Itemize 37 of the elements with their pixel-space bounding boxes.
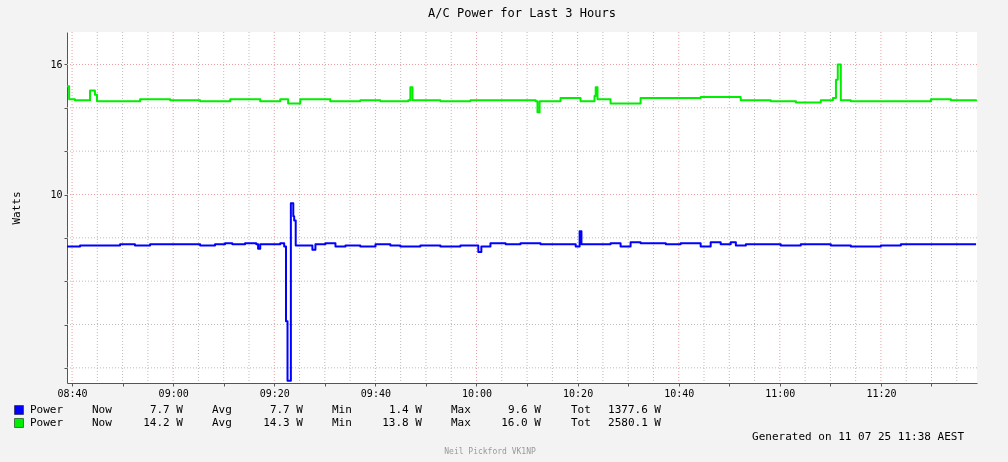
text: 1377.6 W [608, 403, 662, 416]
legend-label: Power [30, 416, 64, 429]
text: 1.4 W [388, 403, 423, 416]
text: Max [451, 416, 472, 429]
y-tick-label: 10 [50, 189, 63, 200]
text: Now [92, 416, 113, 429]
text: Min [332, 403, 352, 416]
text: Generated on 11 07 25 11:38 AEST [752, 430, 965, 443]
text: Neil Pickford VK1NP [444, 447, 536, 456]
text: Max [451, 403, 472, 416]
legend-label: Power [30, 403, 64, 416]
x-tick-label: 11:20 [866, 387, 897, 399]
text: 2580.1 W [608, 416, 662, 429]
x-tick-label: 09:00 [158, 387, 189, 399]
text: Avg [212, 416, 232, 429]
chart-title: A/C Power for Last 3 Hours [428, 5, 616, 20]
text: 14.3 W [263, 416, 304, 429]
text: Avg [212, 403, 232, 416]
x-tick-label: 09:20 [259, 387, 290, 399]
x-tick-label: 11:00 [765, 387, 796, 399]
text: 16.0 W [501, 416, 542, 429]
text: Now [92, 403, 113, 416]
text: Tot [571, 416, 591, 429]
x-tick-label: 09:40 [360, 387, 391, 399]
x-tick-label: 10:40 [664, 387, 695, 399]
text: Min [332, 416, 352, 429]
x-tick-label: 10:00 [461, 387, 493, 399]
x-tick-label: 08:40 [57, 387, 88, 399]
y-tick-label: 16 [50, 59, 63, 70]
text: 13.8 W [382, 416, 423, 429]
text: 7.7 W [269, 403, 304, 416]
text: Tot [571, 403, 591, 416]
text: 9.6 W [507, 403, 542, 416]
x-tick-label: 10:20 [563, 387, 594, 399]
text: 14.2 W [143, 416, 184, 429]
y-axis-title: Watts [10, 191, 24, 225]
text: 7.7 W [149, 403, 184, 416]
